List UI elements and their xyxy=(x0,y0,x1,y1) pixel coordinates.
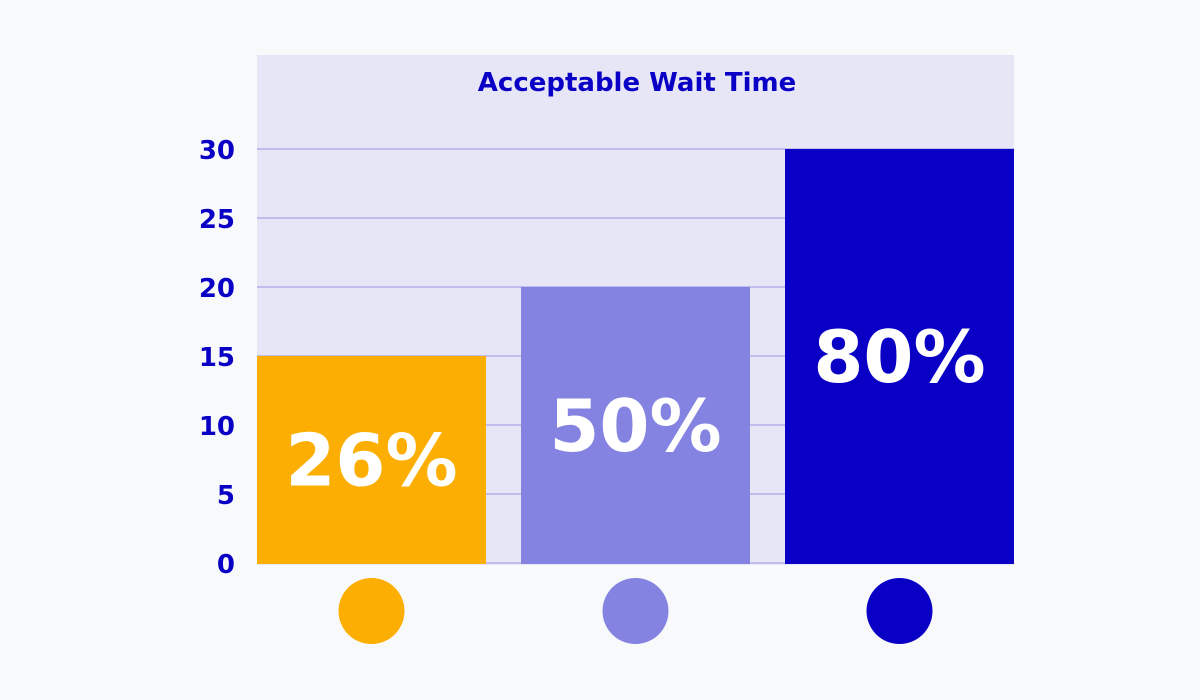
y-tick-label: 20 xyxy=(199,274,235,304)
y-tick-label: 5 xyxy=(217,481,235,511)
bar-data-label: 80% xyxy=(813,315,985,399)
legend-marker xyxy=(866,578,933,644)
bar xyxy=(257,356,486,564)
bars: 26% 50% 80% xyxy=(257,149,1014,564)
y-tick-label: 30 xyxy=(199,136,235,166)
chart-title: Acceptable Wait Time xyxy=(478,68,796,98)
y-tick-label: 15 xyxy=(199,343,235,373)
y-tick-label: 0 xyxy=(217,550,235,580)
bar xyxy=(785,149,1014,564)
legend xyxy=(338,578,933,644)
bar xyxy=(521,287,750,564)
y-tick-label: 25 xyxy=(199,205,235,235)
bar-data-label: 50% xyxy=(549,384,721,468)
y-axis-ticks: 0 5 10 15 20 25 30 xyxy=(199,136,235,580)
y-tick-label: 10 xyxy=(199,412,235,442)
legend-marker xyxy=(602,578,669,644)
legend-marker xyxy=(338,578,405,644)
bar-data-label: 26% xyxy=(285,419,457,503)
